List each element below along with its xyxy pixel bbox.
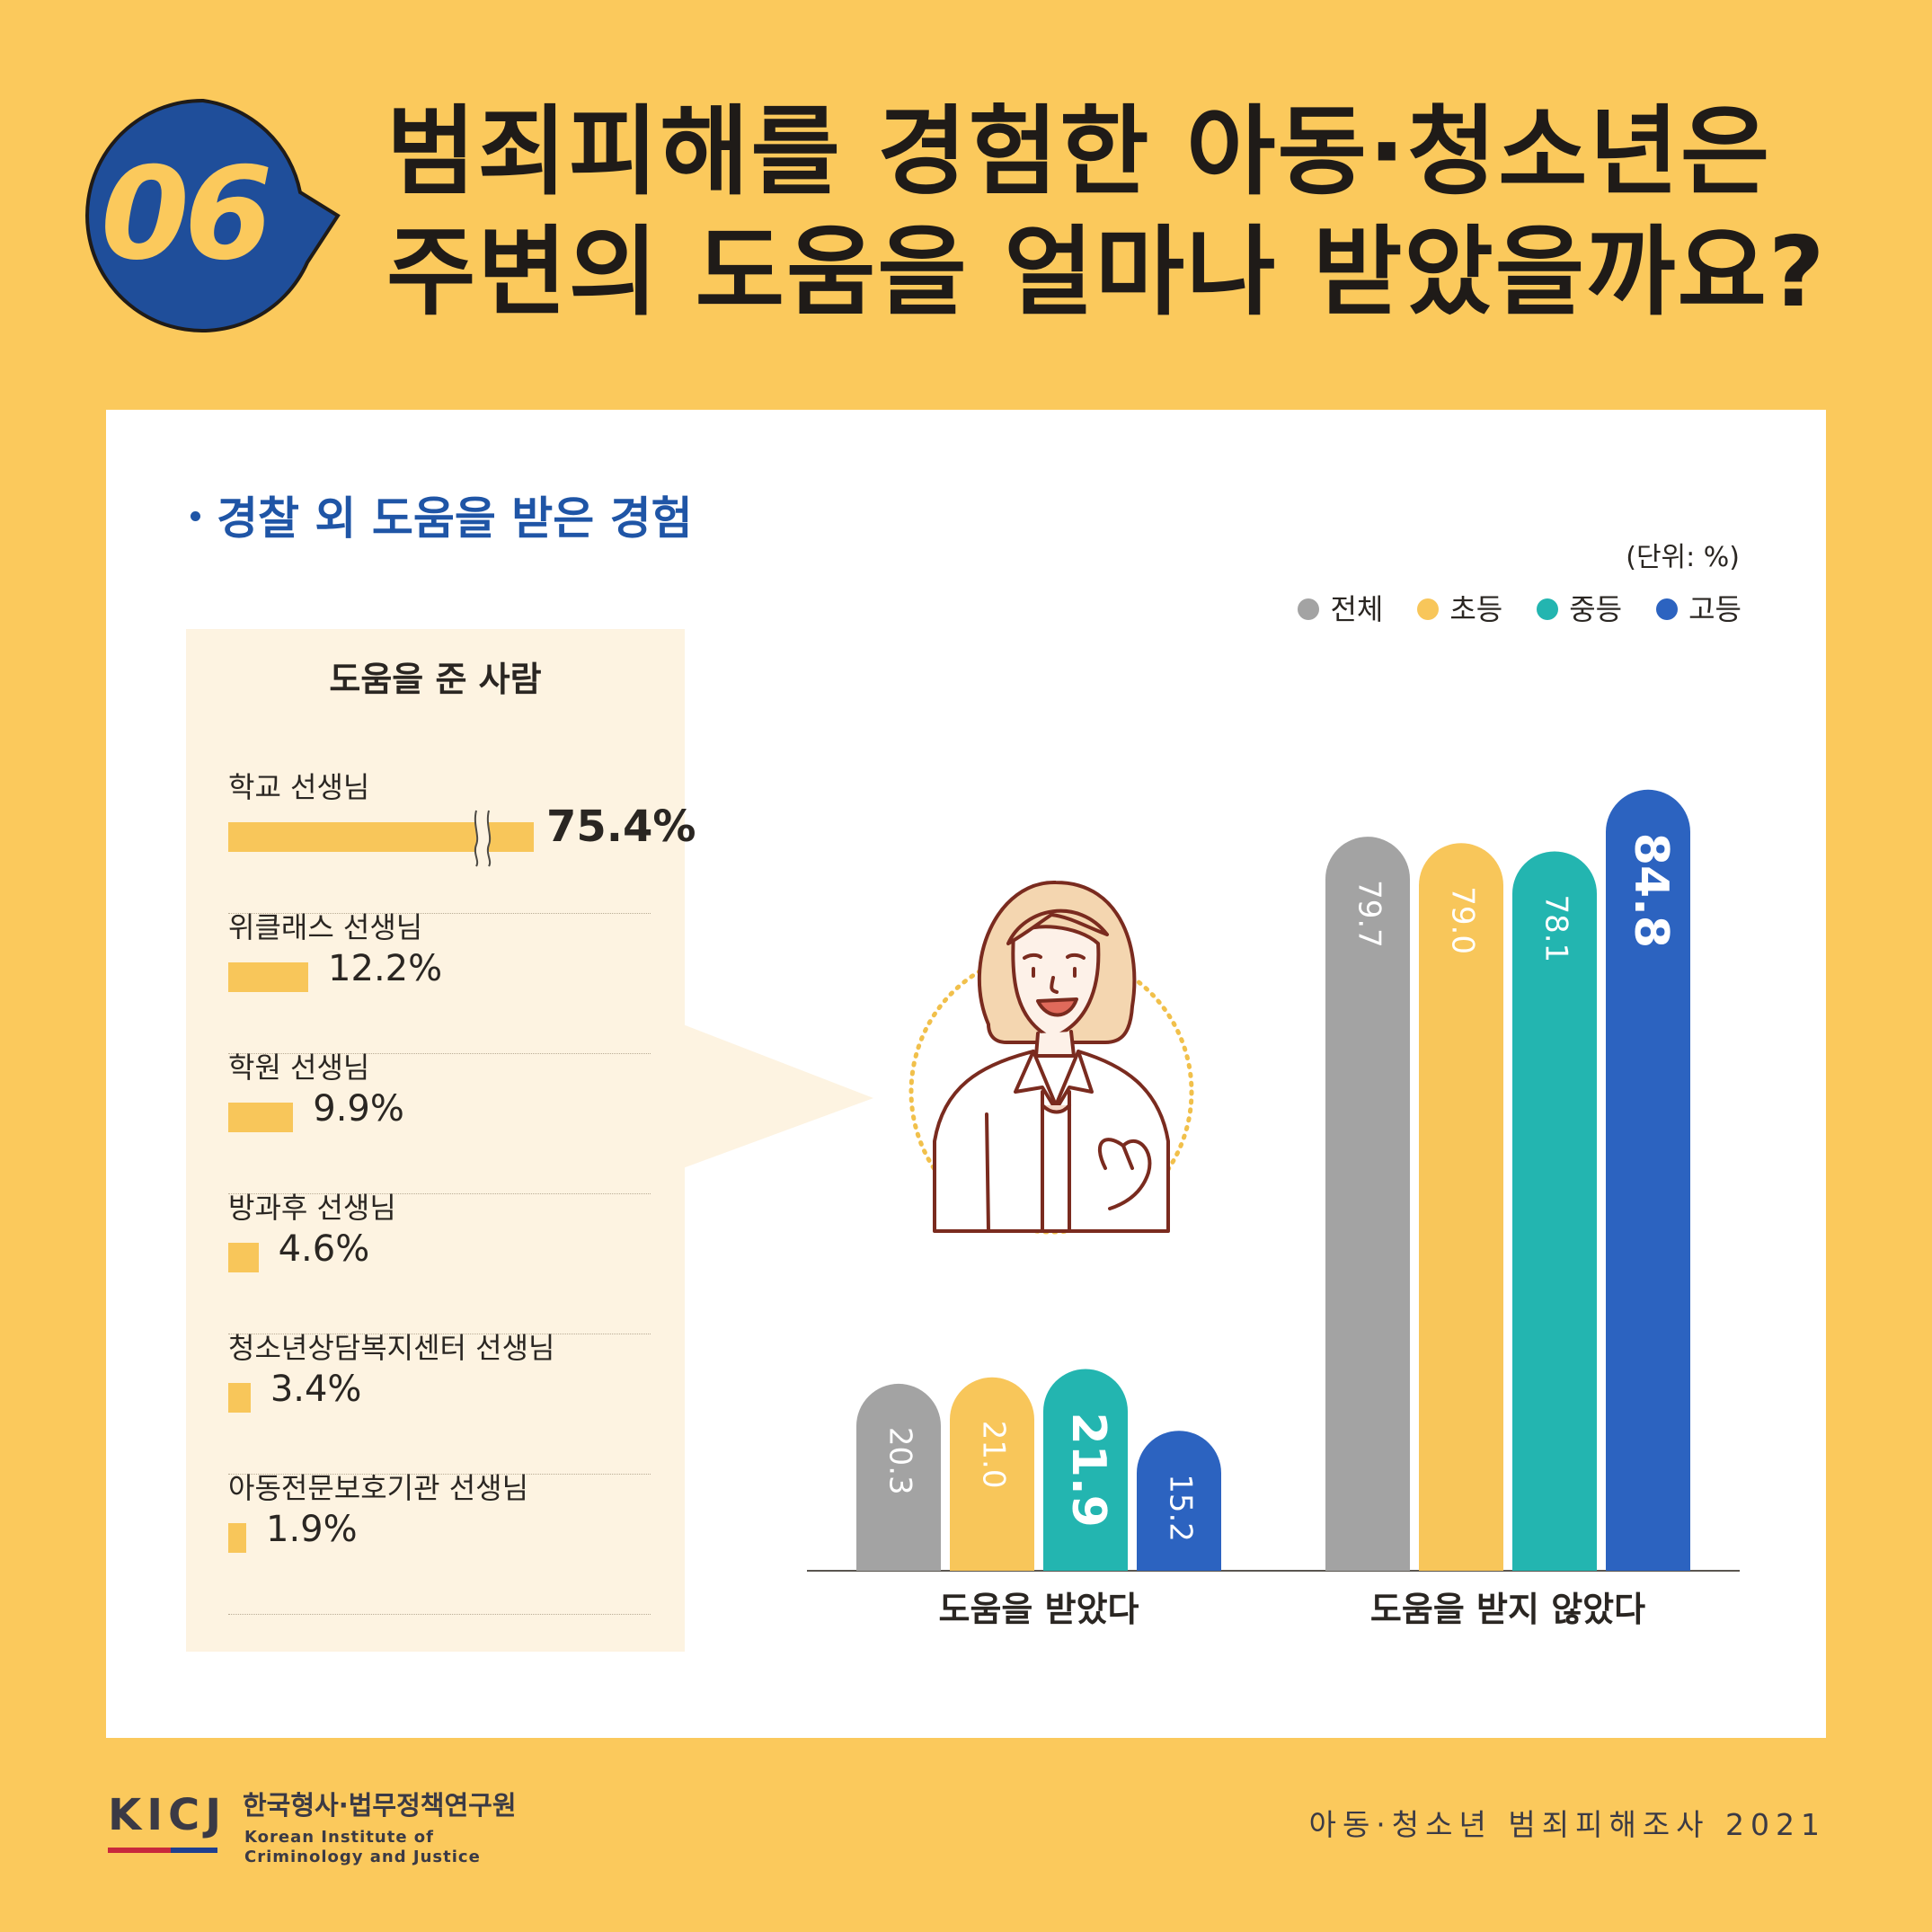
axis-break-mark — [474, 810, 492, 867]
legend-label: 고등 — [1688, 592, 1741, 626]
logo-underline-accent — [108, 1848, 171, 1853]
category-label: 도움을 받았다 — [938, 1590, 1139, 1629]
legend-swatch — [1298, 598, 1320, 620]
helper-label: 위클래스 선생님 — [228, 910, 423, 944]
category-label: 도움을 받지 않았다 — [1369, 1590, 1646, 1629]
helper-value: 75.4% — [546, 802, 696, 852]
helper-row: 학원 선생님 9.9% — [228, 1053, 651, 1194]
legend-item: 고등 — [1656, 595, 1741, 624]
helper-bar — [228, 1383, 251, 1413]
legend-label: 중등 — [1569, 592, 1623, 626]
unit-label: (단위: %) — [1626, 542, 1740, 573]
helper-row: 방과후 선생님 4.6% — [228, 1193, 651, 1334]
helpers-panel — [186, 629, 685, 1652]
chart-legend: 전체 초등 중등 고등 — [1298, 595, 1741, 624]
helper-value: 3.4% — [270, 1369, 362, 1410]
helper-bar — [228, 1103, 294, 1132]
section-title-text: 경찰 외 도움을 받은 경험 — [217, 492, 693, 545]
badge-number: 06 — [101, 140, 273, 288]
legend-label: 초등 — [1449, 592, 1503, 626]
helper-row: 아동전문보호기관 선생님 1.9% — [228, 1474, 651, 1615]
legend-swatch — [1656, 598, 1679, 620]
helper-label: 학교 선생님 — [228, 770, 370, 804]
helper-row: 위클래스 선생님 12.2% — [228, 913, 651, 1054]
helper-bar — [228, 1243, 259, 1272]
bullet-dot — [191, 511, 200, 521]
legend-swatch — [1417, 598, 1440, 620]
source-label: 아동·청소년 범죄피해조사 2021 — [1308, 1807, 1826, 1842]
page-title-line-1: 범죄피해를 경험한 아동·청소년은 — [386, 96, 1772, 208]
helper-row: 학교 선생님 75.4% — [228, 770, 696, 914]
teacher-illustration — [908, 880, 1194, 1235]
helper-bar — [228, 1523, 246, 1553]
helper-row: 청소년상담복지센터 선생님 3.4% — [228, 1334, 651, 1475]
helper-label: 방과후 선생님 — [228, 1191, 396, 1225]
org-name-korean: 한국형사·법무정책연구원 — [243, 1790, 517, 1821]
helper-label: 청소년상담복지센터 선생님 — [228, 1331, 555, 1365]
legend-item: 중등 — [1537, 595, 1622, 624]
legend-label: 전체 — [1330, 592, 1384, 626]
legend-item: 전체 — [1298, 595, 1383, 624]
org-name-english: Korean Institute of Criminology and Just… — [244, 1828, 481, 1866]
helper-label: 학원 선생님 — [228, 1050, 370, 1085]
helpers-panel-title: 도움을 준 사람 — [329, 660, 542, 699]
legend-item: 초등 — [1417, 595, 1502, 624]
helper-value: 4.6% — [278, 1228, 370, 1270]
helper-bar — [228, 962, 309, 992]
helper-value: 1.9% — [266, 1509, 358, 1550]
page-title-line-2: 주변의 도움을 얼마나 받았을까요? — [386, 217, 1827, 329]
helper-value: 9.9% — [313, 1088, 404, 1130]
section-title: 경찰 외 도움을 받은 경험 — [191, 496, 693, 541]
legend-swatch — [1537, 598, 1559, 620]
kicj-logo: KICJ — [108, 1790, 227, 1840]
helper-value: 12.2% — [328, 948, 443, 989]
helper-label: 아동전문보호기관 선생님 — [228, 1471, 529, 1505]
